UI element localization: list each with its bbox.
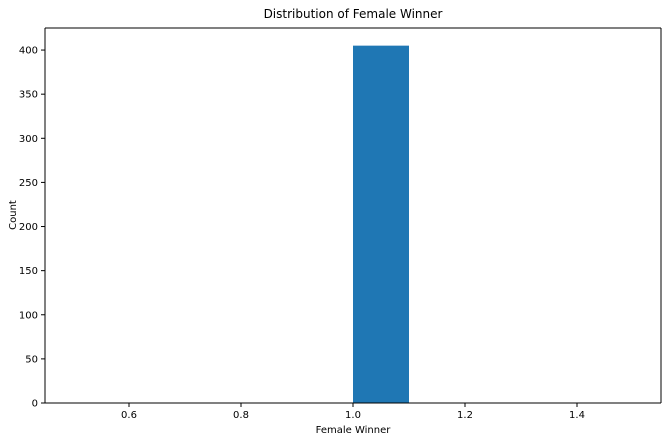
y-tick-label: 350 xyxy=(19,90,38,101)
x-tick-label: 1.4 xyxy=(569,410,585,421)
y-tick-label: 400 xyxy=(19,46,38,57)
y-tick-label: 100 xyxy=(19,310,38,321)
y-tick-label: 0 xyxy=(32,399,38,410)
histogram-bar xyxy=(353,45,409,403)
y-axis: 0 50 100 150 200 250 300 350 400 xyxy=(19,46,45,410)
y-tick-label: 200 xyxy=(19,222,38,233)
x-tick-label: 0.6 xyxy=(121,410,137,421)
x-tick-label: 1.0 xyxy=(345,410,361,421)
y-tick-label: 50 xyxy=(25,354,38,365)
y-axis-label: Count xyxy=(8,200,19,230)
chart-title: Distribution of Female Winner xyxy=(264,7,443,21)
x-tick-label: 0.8 xyxy=(233,410,249,421)
plot-area xyxy=(44,27,662,404)
y-tick-label: 150 xyxy=(19,266,38,277)
y-tick-label: 300 xyxy=(19,134,38,145)
y-tick-label: 250 xyxy=(19,178,38,189)
x-tick-label: 1.2 xyxy=(457,410,473,421)
x-axis-label: Female Winner xyxy=(316,425,392,436)
x-axis: 0.6 0.8 1.0 1.2 1.4 xyxy=(121,403,585,421)
